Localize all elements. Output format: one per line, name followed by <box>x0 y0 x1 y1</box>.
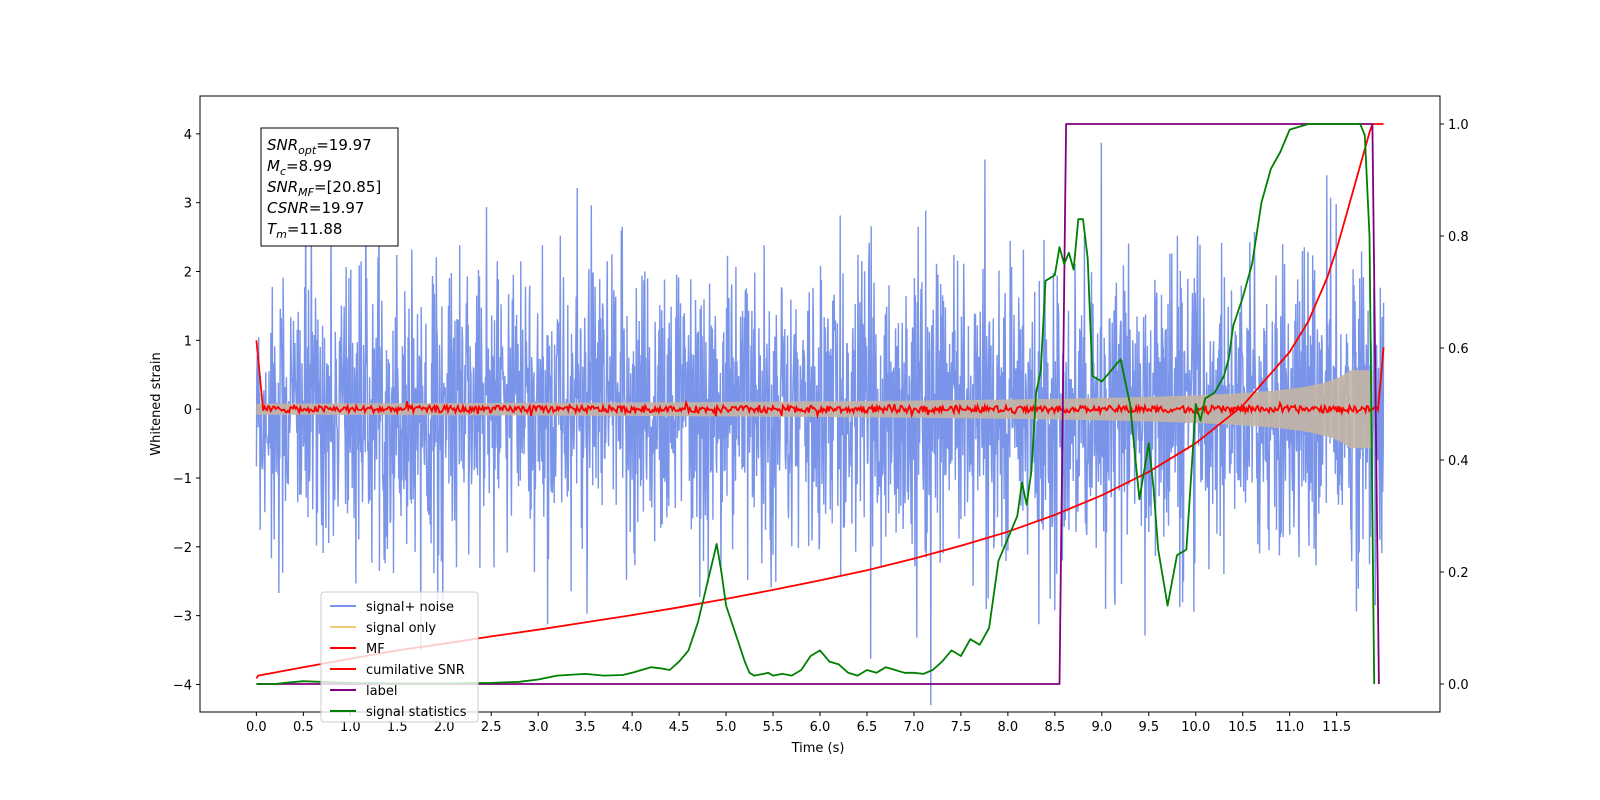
x-tick-label: 8.5 <box>1045 720 1066 735</box>
x-tick-label: 10.0 <box>1181 720 1210 735</box>
annotation-line: Mc=8.99 <box>267 157 332 178</box>
annotation-line: SNRMF=[20.85] <box>267 178 381 199</box>
y-tick-label: −1 <box>173 472 192 487</box>
annotation-line: Tm=11.88 <box>267 220 342 241</box>
annotation-frame <box>260 127 399 247</box>
y2-tick-label: 1.0 <box>1448 118 1469 133</box>
x-tick-label: 9.0 <box>1091 720 1112 735</box>
x-tick-label: 11.0 <box>1275 720 1304 735</box>
series-mf <box>255 340 1385 419</box>
legend: signal+ noise signal only MF cumilative SNR… <box>320 591 479 723</box>
y-tick-label: 3 <box>184 197 192 212</box>
x-tick-label: 1.5 <box>387 720 408 735</box>
annotation-line: SNRopt=19.97 <box>267 136 372 157</box>
y-axis-title: Whitened strain <box>149 352 164 455</box>
x-tick-label: 9.5 <box>1138 720 1159 735</box>
legend-label: signal+ noise <box>366 600 454 615</box>
y-axis-left: −4 −3 −2 −1 0 1 2 3 4 <box>173 128 200 693</box>
y-axis-right: 0.0 0.2 0.4 0.6 0.8 1.0 <box>1440 118 1469 693</box>
series-layer <box>255 123 1385 706</box>
y2-tick-label: 0.2 <box>1448 566 1469 581</box>
y-tick-label: 0 <box>184 403 192 418</box>
x-tick-label: 3.0 <box>528 720 549 735</box>
x-tick-label: 4.5 <box>669 720 690 735</box>
y-tick-label: 2 <box>184 266 192 281</box>
x-tick-label: 2.5 <box>481 720 502 735</box>
x-tick-label: 8.0 <box>998 720 1019 735</box>
legend-label: signal only <box>366 621 436 636</box>
y-tick-label: −3 <box>173 610 192 625</box>
legend-label: MF <box>366 642 385 657</box>
x-tick-label: 3.5 <box>575 720 596 735</box>
x-tick-label: 5.0 <box>716 720 737 735</box>
x-tick-label: 11.5 <box>1322 720 1351 735</box>
x-tick-label: 5.5 <box>763 720 784 735</box>
x-tick-label: 10.5 <box>1228 720 1257 735</box>
legend-label: signal statistics <box>366 705 467 720</box>
x-axis: 0.0 0.5 1.0 1.5 2.0 2.5 3.0 3.5 4.0 4.5 5.0 5.5 6.0 6… <box>246 712 1351 735</box>
annotation-box: SNRopt=19.97Mc=8.99SNRMF=[20.85]CSNR=19.… <box>260 127 399 247</box>
x-tick-label: 1.0 <box>340 720 361 735</box>
legend-label: cumilative SNR <box>366 663 465 678</box>
annotation-line: CSNR=19.97 <box>267 199 364 217</box>
series-signal-noise <box>255 140 1385 706</box>
series-label <box>256 123 1380 685</box>
x-tick-label: 0.0 <box>246 720 267 735</box>
y2-tick-label: 0.0 <box>1448 678 1469 693</box>
x-tick-label: 7.5 <box>951 720 972 735</box>
y-tick-label: 1 <box>184 334 192 349</box>
y2-tick-label: 0.4 <box>1448 454 1469 469</box>
legend-frame <box>320 591 479 723</box>
x-tick-label: 6.0 <box>810 720 831 735</box>
y2-tick-label: 0.8 <box>1448 230 1469 245</box>
series-signal-statistics <box>256 123 1376 685</box>
y2-tick-label: 0.6 <box>1448 342 1469 357</box>
x-tick-label: 4.0 <box>622 720 643 735</box>
x-tick-label: 0.5 <box>293 720 314 735</box>
x-tick-label: 6.5 <box>857 720 878 735</box>
x-tick-label: 2.0 <box>434 720 455 735</box>
x-axis-title: Time (s) <box>791 741 845 756</box>
y-tick-label: −4 <box>173 678 192 693</box>
y-tick-label: 4 <box>184 128 192 143</box>
legend-label: label <box>366 684 397 699</box>
y-tick-label: −2 <box>173 541 192 556</box>
x-tick-label: 7.0 <box>904 720 925 735</box>
